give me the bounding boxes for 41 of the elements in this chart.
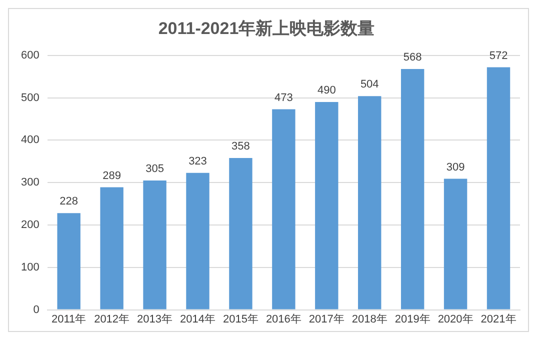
- x-tick-label: 2011年: [52, 313, 86, 326]
- x-tick-label: 2013年: [137, 313, 173, 326]
- data-label: 572: [489, 50, 508, 62]
- data-label: 504: [360, 78, 379, 91]
- bar: [229, 158, 252, 310]
- y-tick-label: 500: [20, 92, 40, 104]
- bar: [444, 178, 468, 310]
- data-label: 323: [188, 155, 207, 168]
- bar: [400, 68, 424, 310]
- x-tick-label: 2016年: [266, 313, 302, 326]
- data-label: 358: [232, 140, 250, 153]
- y-tick-label: 100: [20, 261, 40, 274]
- x-tick-label: 2012年: [94, 313, 130, 326]
- y-tick-label: 0: [33, 304, 40, 316]
- y-tick-label: 300: [20, 176, 40, 189]
- bar: [315, 102, 338, 310]
- x-tick-label: 2017年: [308, 313, 344, 326]
- bar: [100, 187, 124, 310]
- y-tick-label: 400: [20, 134, 40, 146]
- bar: [272, 109, 296, 310]
- bar: [57, 213, 80, 310]
- x-tick-label: 2020年: [438, 313, 474, 326]
- x-tick-label: 2021年: [480, 313, 516, 326]
- y-tick-label: 200: [20, 219, 40, 232]
- data-label: 473: [274, 92, 293, 104]
- bar: [186, 172, 210, 310]
- x-tick-label: 2019年: [394, 313, 430, 326]
- x-tick-label: 2014年: [180, 313, 216, 326]
- data-label: 490: [317, 84, 336, 97]
- data-label: 228: [60, 196, 78, 208]
- bar: [143, 180, 166, 310]
- chart-title: 2011-2021年新上映电影数量: [158, 18, 375, 38]
- data-label: 568: [403, 52, 422, 64]
- bar: [358, 96, 382, 310]
- data-label: 305: [146, 163, 164, 176]
- x-tick-label: 2018年: [352, 313, 388, 326]
- data-label: 289: [102, 170, 121, 182]
- bar: [486, 67, 510, 310]
- data-label: 309: [446, 161, 465, 174]
- y-tick-label: 600: [20, 49, 40, 62]
- x-tick-label: 2015年: [222, 313, 258, 326]
